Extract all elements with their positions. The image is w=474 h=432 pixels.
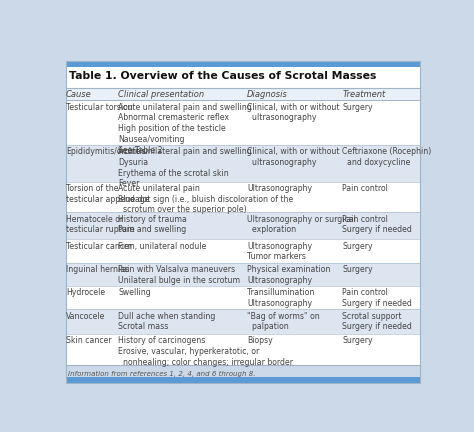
FancyBboxPatch shape xyxy=(66,377,420,383)
Text: Torsion of the
testicular appendage: Torsion of the testicular appendage xyxy=(66,184,149,203)
FancyBboxPatch shape xyxy=(66,239,420,263)
Text: Acute unilateral pain and swelling
Abnormal cremasteric reflex
High position of : Acute unilateral pain and swelling Abnor… xyxy=(118,103,252,155)
Text: Hydrocele: Hydrocele xyxy=(66,288,105,297)
Text: Surgery: Surgery xyxy=(343,265,373,274)
FancyBboxPatch shape xyxy=(66,286,420,309)
Text: Acute unilateral pain and swelling
Dysuria
Erythema of the scrotal skin
Fever: Acute unilateral pain and swelling Dysur… xyxy=(118,147,252,188)
Text: Information from references 1, 2, 4, and 6 through 8.: Information from references 1, 2, 4, and… xyxy=(68,371,255,377)
Text: Cause: Cause xyxy=(66,89,91,98)
Text: Transillumination
Ultrasonography: Transillumination Ultrasonography xyxy=(247,288,314,308)
Text: Testicular cancer: Testicular cancer xyxy=(66,242,132,251)
Text: Ultrasonography
Tumor markers: Ultrasonography Tumor markers xyxy=(247,242,312,261)
Text: Clinical, with or without
  ultrasonography: Clinical, with or without ultrasonograph… xyxy=(247,103,339,123)
Text: Firm, unilateral nodule: Firm, unilateral nodule xyxy=(118,242,207,251)
Text: Surgery: Surgery xyxy=(343,336,373,345)
Text: Pain with Valsalva maneuvers
Unilateral bulge in the scrotum: Pain with Valsalva maneuvers Unilateral … xyxy=(118,265,240,285)
FancyBboxPatch shape xyxy=(66,61,420,67)
Text: History of trauma
Pain and swelling: History of trauma Pain and swelling xyxy=(118,215,187,235)
Text: Inguinal hernias: Inguinal hernias xyxy=(66,265,129,274)
Text: Clinical, with or without
  ultrasonography: Clinical, with or without ultrasonograph… xyxy=(247,147,339,167)
Text: Surgery: Surgery xyxy=(343,242,373,251)
Text: Physical examination
Ultrasonography: Physical examination Ultrasonography xyxy=(247,265,330,285)
FancyBboxPatch shape xyxy=(66,334,420,365)
FancyBboxPatch shape xyxy=(66,100,420,145)
FancyBboxPatch shape xyxy=(66,145,420,181)
Text: Surgery: Surgery xyxy=(343,103,373,112)
Text: Skin cancer: Skin cancer xyxy=(66,336,111,345)
Text: "Bag of worms" on
  palpation: "Bag of worms" on palpation xyxy=(247,311,320,331)
FancyBboxPatch shape xyxy=(66,213,420,239)
Text: Acute unilateral pain
Blue dot sign (i.e., bluish discoloration of the
  scrotum: Acute unilateral pain Blue dot sign (i.e… xyxy=(118,184,294,214)
Text: Testicular torsion: Testicular torsion xyxy=(66,103,133,112)
Text: Vancocele: Vancocele xyxy=(66,311,105,321)
Text: Epididymitis/orchitis: Epididymitis/orchitis xyxy=(66,147,146,156)
Text: Dull ache when standing
Scrotal mass: Dull ache when standing Scrotal mass xyxy=(118,311,216,331)
Text: History of carcinogens
Erosive, vascular, hyperkeratotic, or
  nonhealing; color: History of carcinogens Erosive, vascular… xyxy=(118,336,293,366)
Text: Pain control
Surgery if needed: Pain control Surgery if needed xyxy=(343,215,412,235)
Text: Ultrasonography or surgical
  exploration: Ultrasonography or surgical exploration xyxy=(247,215,356,235)
Text: Treatment: Treatment xyxy=(343,89,386,98)
Text: Diagnosis: Diagnosis xyxy=(247,89,288,98)
FancyBboxPatch shape xyxy=(66,88,420,100)
Text: Table 1. Overview of the Causes of Scrotal Masses: Table 1. Overview of the Causes of Scrot… xyxy=(69,71,376,81)
Text: Pain control: Pain control xyxy=(343,184,388,193)
Text: Scrotal support
Surgery if needed: Scrotal support Surgery if needed xyxy=(343,311,412,331)
Text: Ceftriaxone (Rocephin)
  and doxycycline: Ceftriaxone (Rocephin) and doxycycline xyxy=(343,147,432,167)
Text: Pain control
Surgery if needed: Pain control Surgery if needed xyxy=(343,288,412,308)
FancyBboxPatch shape xyxy=(66,263,420,286)
Text: Hematocele or
testicular rupture: Hematocele or testicular rupture xyxy=(66,215,135,235)
FancyBboxPatch shape xyxy=(66,67,420,88)
FancyBboxPatch shape xyxy=(66,309,420,334)
FancyBboxPatch shape xyxy=(66,181,420,213)
Text: Clinical presentation: Clinical presentation xyxy=(118,89,204,98)
Text: Swelling: Swelling xyxy=(118,288,151,297)
Text: Biopsy: Biopsy xyxy=(247,336,273,345)
Text: Ultrasonography: Ultrasonography xyxy=(247,184,312,193)
